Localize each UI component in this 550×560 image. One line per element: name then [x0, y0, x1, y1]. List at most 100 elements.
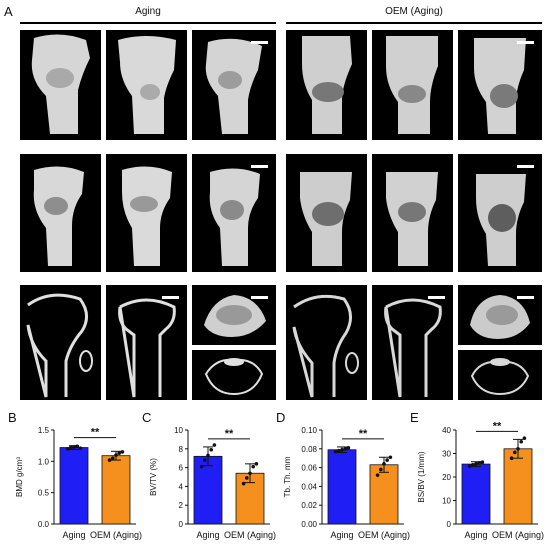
- y-axis-label: BMD g/cm³: [15, 457, 24, 497]
- y-tick-label: 30: [442, 450, 451, 459]
- data-point: [388, 455, 393, 460]
- micro-ct-image: [458, 285, 542, 345]
- data-point: [477, 461, 481, 465]
- micro-ct-image: [106, 30, 187, 140]
- micro-ct-image: [20, 30, 101, 140]
- micro-ct-image: [106, 154, 187, 272]
- y-tick-label: 4: [179, 482, 184, 491]
- data-point: [107, 458, 112, 462]
- micro-ct-image: [458, 154, 542, 272]
- data-point: [212, 443, 217, 447]
- y-tick-label: 0.0: [38, 520, 50, 529]
- micro-ct-image: [372, 285, 453, 400]
- data-point: [206, 453, 210, 458]
- scale-bar: [517, 41, 534, 44]
- data-point: [114, 453, 118, 457]
- y-tick-label: 0.00: [301, 520, 317, 529]
- y-axis-label: BV/TV (%): [149, 458, 158, 496]
- x-tick-label: Aging: [196, 530, 219, 540]
- y-axis-label: BS/BV (1/mm): [417, 451, 426, 502]
- scale-bar: [162, 296, 179, 299]
- y-tick-label: 0: [179, 520, 184, 529]
- scale-bar: [251, 41, 268, 44]
- micro-ct-image: [372, 154, 453, 272]
- bar: [327, 449, 357, 525]
- group-rule-aging: [20, 22, 276, 24]
- group-title-aging: Aging: [135, 6, 161, 17]
- y-tick-label: 0.06: [301, 464, 317, 473]
- panel-letter: B: [8, 410, 17, 425]
- data-point: [474, 462, 478, 466]
- significance-label: **: [493, 420, 502, 432]
- bar: [101, 455, 131, 525]
- data-point: [375, 473, 380, 477]
- data-point: [111, 456, 115, 460]
- micro-ct-image: [192, 154, 276, 272]
- data-point: [75, 444, 79, 449]
- bar-chart-c: C BV/TV (%) 0 2 4 6 8 10 Aging OEM (Aging) **: [142, 410, 276, 540]
- x-tick-label: OEM (Aging): [90, 530, 142, 540]
- panel-letter: E: [410, 410, 419, 425]
- y-axis-label: Tb. Th. mm: [283, 456, 292, 497]
- scale-bar: [428, 296, 445, 299]
- data-point: [346, 446, 351, 450]
- micro-ct-image: [20, 154, 101, 272]
- x-tick-label: OEM (Aging): [224, 530, 276, 540]
- panel-letter: C: [142, 410, 151, 425]
- data-point: [513, 450, 517, 455]
- data-point: [471, 462, 475, 467]
- micro-ct-image: [20, 285, 101, 400]
- data-point: [522, 436, 527, 441]
- significance-label: **: [225, 428, 234, 440]
- bar-chart-d: D Tb. Th. mm 0.00 0.02 0.04 0.06 0.08 0.10 Aging…: [276, 410, 410, 540]
- y-tick-label: 0.10: [301, 426, 317, 435]
- data-point: [509, 456, 514, 460]
- y-tick-label: 0.08: [301, 445, 317, 454]
- data-point: [203, 458, 207, 462]
- micro-ct-image: [458, 30, 542, 140]
- bar: [369, 464, 399, 525]
- data-point: [480, 460, 485, 464]
- y-tick-label: 8: [179, 445, 184, 454]
- micro-ct-image: [192, 30, 276, 140]
- data-point: [251, 464, 255, 469]
- bar: [193, 455, 223, 525]
- micro-ct-image: [106, 285, 187, 400]
- x-tick-label: OEM (Aging): [492, 530, 544, 540]
- micro-ct-image: [286, 30, 367, 140]
- bar-chart-e: E BS/BV (1/mm) 0 10 20 30 40 Aging OEM (Aging) **: [410, 410, 544, 540]
- x-tick-label: Aging: [62, 530, 85, 540]
- panel-letter: D: [276, 410, 285, 425]
- micro-ct-image: [192, 350, 276, 400]
- micro-ct-image: [192, 285, 276, 345]
- y-tick-label: 10: [442, 497, 451, 506]
- data-point: [199, 464, 204, 469]
- micro-ct-image: [286, 154, 367, 272]
- data-point: [209, 447, 213, 452]
- bar: [59, 447, 89, 525]
- y-tick-label: 40: [442, 426, 451, 435]
- data-point: [254, 462, 259, 466]
- scale-bar: [517, 296, 534, 299]
- data-point: [379, 467, 383, 472]
- bar: [503, 448, 533, 525]
- y-tick-label: 0.5: [38, 489, 50, 498]
- y-tick-label: 2: [179, 501, 184, 510]
- data-point: [241, 481, 246, 486]
- scale-bar: [251, 165, 268, 168]
- data-point: [120, 450, 125, 454]
- x-tick-label: OEM (Aging): [358, 530, 410, 540]
- data-point: [333, 449, 338, 454]
- y-tick-label: 6: [179, 464, 184, 473]
- data-point: [245, 476, 249, 480]
- y-tick-label: 1.0: [38, 457, 50, 466]
- micro-ct-image: [372, 30, 453, 140]
- data-point: [78, 446, 83, 450]
- y-tick-label: 10: [174, 426, 183, 435]
- data-point: [72, 445, 76, 449]
- data-point: [69, 445, 73, 450]
- y-tick-label: 0.04: [301, 482, 317, 491]
- data-point: [382, 462, 386, 466]
- significance-label: **: [91, 427, 100, 439]
- micro-ct-image: [286, 285, 367, 400]
